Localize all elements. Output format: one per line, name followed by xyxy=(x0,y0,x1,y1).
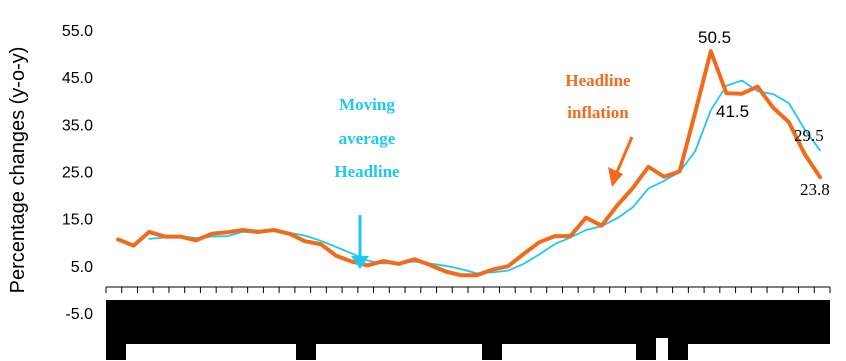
headline-arrow-icon xyxy=(608,136,634,187)
x-axis-labels-redacted xyxy=(106,300,830,360)
x-label-redaction-strip xyxy=(316,338,482,344)
x-label-redaction-tab xyxy=(106,338,126,360)
moving-average-label-line3: Headline xyxy=(334,162,400,181)
x-label-redaction-strip xyxy=(502,338,636,344)
y-tick-label: 25.0 xyxy=(62,165,93,182)
moving-average-label-line1: Moving xyxy=(339,95,395,114)
x-label-redaction-tab xyxy=(668,338,688,360)
moving-average-arrow-icon xyxy=(351,215,369,269)
y-axis-ticks: 55.0 45.0 35.0 25.0 15.0 5.0 -5.0 xyxy=(62,23,93,323)
y-tick-label: 35.0 xyxy=(62,117,93,134)
x-axis xyxy=(105,286,831,293)
x-label-redaction-tab xyxy=(482,338,502,360)
x-label-redaction-strip xyxy=(126,338,296,344)
y-tick-label: -5.0 xyxy=(65,306,93,323)
headline-label-line1: Headline xyxy=(565,71,631,90)
headline-label-line2: inflation xyxy=(567,103,629,122)
series-layer xyxy=(116,49,822,278)
headline-annotation: Headline inflation xyxy=(565,71,634,187)
last-moving-average-value-label: 29.5 xyxy=(794,126,824,145)
moving-average-label-line2: average xyxy=(339,129,396,148)
last-headline-value-label: 23.8 xyxy=(800,180,830,199)
moving-average-annotation: Moving average Headline xyxy=(334,95,400,269)
x-label-redaction-block xyxy=(106,300,830,338)
y-tick-label: 55.0 xyxy=(62,23,93,40)
headline-inflation-line xyxy=(116,49,822,278)
y-tick-label: 45.0 xyxy=(62,70,93,87)
y-tick-label: 5.0 xyxy=(71,259,93,276)
peak-value-label: 50.5 xyxy=(698,28,731,47)
x-label-redaction-strip xyxy=(688,338,830,344)
x-label-redaction-tab xyxy=(636,338,656,360)
x-label-redaction-tab xyxy=(296,338,316,360)
y-tick-label: 15.0 xyxy=(62,212,93,229)
y-axis-label: Percentage changes (y-o-y) xyxy=(7,47,29,294)
trough-value-label: 41.5 xyxy=(716,102,749,121)
